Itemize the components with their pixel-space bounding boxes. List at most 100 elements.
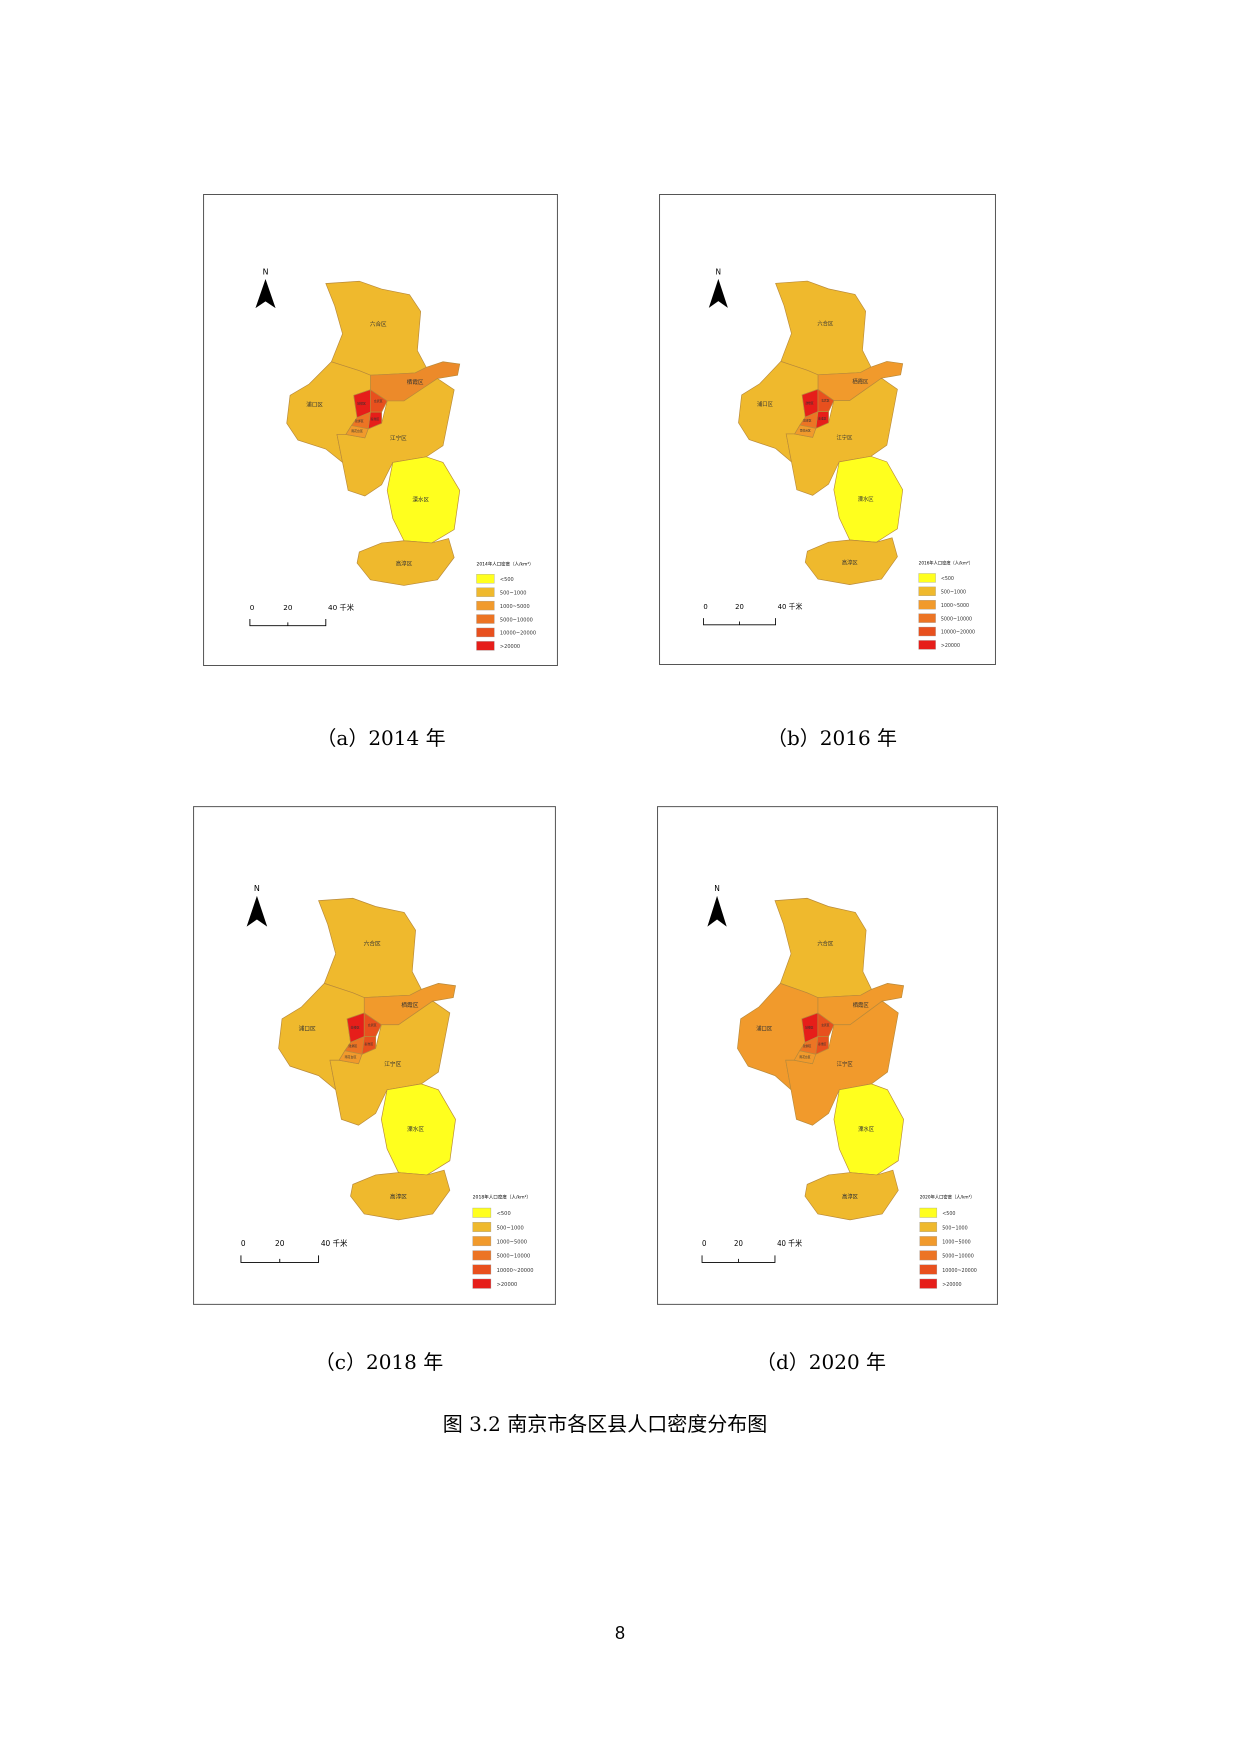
legend-label: <500: [942, 1211, 955, 1217]
legend-label: 500~1000: [942, 1225, 967, 1231]
north-arrow: [707, 895, 727, 927]
legend-label: 1000~5000: [942, 1239, 971, 1245]
north-arrow: [708, 278, 728, 308]
scale-label: 40 千米: [321, 1238, 348, 1248]
district-label: 建邺区: [803, 1043, 811, 1048]
district-label: 秦淮区: [818, 416, 826, 420]
legend-label: <500: [500, 577, 514, 583]
district: [833, 455, 904, 543]
scale-label: 0: [241, 1239, 246, 1248]
panel-caption: （a）2014 年: [316, 726, 445, 750]
district-label: 栖霞区: [853, 1001, 869, 1009]
district-label: 玄武区: [368, 1022, 377, 1027]
legend-title: 2018年人口密度（人/km²）: [473, 1193, 531, 1200]
district-label: 建邺区: [348, 1043, 357, 1048]
district: [804, 1169, 899, 1221]
district: [338, 1050, 363, 1065]
legend-swatch: [918, 626, 936, 637]
legend-swatch: [918, 613, 936, 623]
district-label: 玄武区: [821, 1022, 829, 1027]
district-label: 江宁区: [837, 1060, 853, 1068]
legend-swatch: [918, 640, 936, 650]
district: [793, 1050, 817, 1065]
district-label: 六合区: [364, 939, 381, 947]
legend-swatch: [472, 1278, 492, 1289]
legend-label: 500~1000: [497, 1225, 524, 1231]
scale-label: 40 千米: [777, 1239, 803, 1248]
district-label: 浦口区: [299, 1025, 316, 1033]
page-number: 8: [615, 1623, 625, 1643]
district-label: 高淳区: [396, 559, 413, 567]
district-label: 建邺区: [355, 418, 364, 423]
north-label: N: [716, 267, 722, 276]
legend-label: <500: [497, 1211, 511, 1217]
legend-swatch: [918, 586, 936, 596]
legend-label: >20000: [942, 1282, 961, 1288]
district-label: 六合区: [817, 939, 833, 947]
district-label: 浦口区: [306, 401, 323, 409]
legend-label: 10000~20000: [500, 631, 536, 637]
legend-swatch: [476, 574, 495, 584]
scale-label: 0: [702, 1239, 707, 1248]
district: [356, 538, 455, 586]
legend-title: 2020年人口密度（人/km²）: [920, 1193, 975, 1200]
district-label: 玄武区: [374, 398, 383, 403]
legend-swatch: [476, 600, 495, 611]
legend-label: 10000~20000: [942, 1268, 977, 1274]
district-label: 江宁区: [384, 1060, 401, 1068]
district: [794, 424, 817, 438]
panel-caption: （c）2018 年: [315, 1350, 443, 1374]
legend-label: >20000: [941, 643, 960, 649]
legend-label: 5000~10000: [497, 1254, 531, 1260]
legend-swatch: [919, 1278, 938, 1289]
district-label: 栖霞区: [407, 378, 424, 386]
district-label: 秦淮区: [364, 1041, 373, 1046]
district-label: 雨花台区: [351, 428, 363, 433]
district-label: 栖霞区: [401, 1001, 418, 1009]
district-label: 鼓楼区: [805, 401, 813, 405]
district-label: 高淳区: [390, 1192, 407, 1200]
scale-label: 20: [734, 1239, 743, 1248]
legend-label: 10000~20000: [941, 630, 975, 636]
legend-swatch: [919, 1222, 938, 1232]
north-label: N: [714, 884, 720, 893]
north-arrow: [255, 279, 276, 309]
legend-swatch: [919, 1236, 938, 1247]
district-label: 雨花台区: [799, 1054, 810, 1059]
legend-swatch: [472, 1264, 492, 1275]
legend-swatch: [919, 1264, 938, 1275]
legend-label: 1000~5000: [497, 1239, 527, 1245]
district-label: 江宁区: [390, 434, 407, 442]
district-label: 溧水区: [858, 1125, 874, 1133]
legend-label: 5000~10000: [941, 616, 972, 622]
district: [386, 456, 461, 544]
legend-swatch: [918, 600, 936, 610]
legend-label: >20000: [497, 1282, 518, 1288]
district-label: 高淳区: [842, 1192, 858, 1200]
legend-swatch: [472, 1207, 492, 1218]
legend-label: <500: [941, 576, 954, 582]
legend-label: 5000~10000: [942, 1254, 974, 1260]
scale-label: 20: [283, 603, 293, 612]
district-label: 鼓楼区: [351, 1024, 360, 1029]
panel-caption: （b）2016 年: [767, 726, 897, 750]
scale-label: 40 千米: [328, 603, 355, 612]
legend-swatch: [476, 587, 495, 597]
district-label: 秦淮区: [371, 416, 380, 421]
district-label: 雨花台区: [345, 1054, 357, 1059]
panel-caption: （d）2020 年: [756, 1350, 886, 1374]
district-label: 建邺区: [803, 419, 811, 423]
district: [804, 537, 898, 585]
legend-label: 500~1000: [500, 590, 527, 596]
legend-swatch: [919, 1250, 938, 1261]
legend-swatch: [472, 1222, 492, 1232]
north-label: N: [263, 268, 269, 277]
district-label: 六合区: [817, 320, 833, 328]
legend-label: 500~1000: [941, 589, 966, 595]
district: [833, 1083, 904, 1176]
district-label: 溧水区: [858, 495, 874, 503]
legend-swatch: [918, 573, 936, 583]
